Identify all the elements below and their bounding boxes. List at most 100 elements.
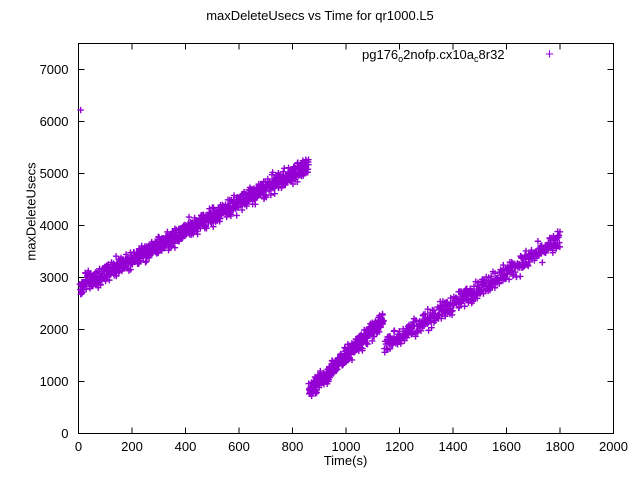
data-point bbox=[421, 310, 429, 318]
data-point bbox=[155, 249, 162, 257]
data-point bbox=[267, 191, 275, 199]
data-point bbox=[534, 238, 542, 245]
data-point bbox=[238, 206, 246, 214]
data-point bbox=[359, 345, 366, 352]
data-point bbox=[520, 263, 527, 271]
y-tick-label: 4000 bbox=[39, 217, 69, 233]
y-tick-label: 2000 bbox=[39, 321, 69, 337]
data-point bbox=[312, 390, 319, 397]
data-point bbox=[113, 272, 120, 279]
data-point bbox=[474, 295, 481, 302]
data-point bbox=[227, 211, 234, 218]
data-point bbox=[474, 279, 482, 286]
data-point bbox=[428, 324, 435, 331]
data-point bbox=[171, 244, 179, 251]
data-point bbox=[269, 169, 276, 176]
chart-title: maxDeleteUsecs vs Time for qr1000.L5 bbox=[206, 8, 434, 23]
data-point bbox=[528, 246, 535, 254]
x-tick-label: 1600 bbox=[492, 438, 521, 454]
x-tick-label: 600 bbox=[228, 438, 250, 454]
data-point bbox=[511, 268, 519, 276]
data-point bbox=[448, 308, 455, 315]
y-tick-label: 0 bbox=[61, 425, 69, 441]
data-point bbox=[556, 243, 564, 251]
x-tick-label: 1000 bbox=[331, 438, 361, 454]
data-point bbox=[210, 223, 217, 230]
data-point bbox=[449, 307, 456, 314]
data-point bbox=[491, 270, 499, 277]
x-tick-label: 200 bbox=[121, 438, 143, 454]
data-point bbox=[294, 178, 301, 185]
data-point bbox=[552, 245, 560, 252]
legend-marker-plus-icon: + bbox=[545, 46, 554, 63]
data-point bbox=[122, 251, 130, 258]
y-axis-label: maxDeleteUsecs bbox=[23, 162, 39, 261]
data-point bbox=[136, 258, 143, 266]
legend-series-label: pg176o2nofp.cx10ac8r32 bbox=[362, 47, 505, 64]
data-point bbox=[379, 310, 386, 318]
data-point bbox=[556, 228, 564, 236]
data-point bbox=[438, 315, 445, 322]
data-point bbox=[364, 340, 371, 348]
data-point bbox=[417, 327, 425, 334]
x-tick-label: 1200 bbox=[385, 438, 414, 454]
data-point-layer bbox=[76, 106, 564, 400]
x-tick-label: 0 bbox=[74, 438, 83, 454]
x-axis-label: Time(s) bbox=[323, 453, 368, 468]
data-point bbox=[233, 212, 240, 219]
data-point bbox=[522, 247, 530, 255]
data-point bbox=[243, 202, 250, 210]
data-point bbox=[315, 384, 323, 391]
data-point bbox=[106, 276, 113, 284]
data-point bbox=[455, 304, 463, 311]
data-point bbox=[83, 285, 90, 293]
y-tick-label: 5000 bbox=[39, 165, 69, 181]
y-tick-label: 6000 bbox=[39, 113, 69, 129]
data-point bbox=[102, 277, 109, 285]
data-point bbox=[487, 273, 495, 280]
data-point bbox=[549, 247, 557, 254]
data-point bbox=[203, 225, 210, 232]
tick-marks bbox=[78, 43, 614, 434]
x-tick-label: 1800 bbox=[545, 438, 575, 454]
data-point bbox=[271, 190, 278, 197]
y-tick-label: 7000 bbox=[39, 61, 69, 77]
data-point bbox=[334, 366, 341, 373]
x-tick-label: 400 bbox=[174, 438, 197, 454]
y-tick-label: 3000 bbox=[39, 269, 69, 285]
data-point bbox=[539, 259, 546, 266]
data-point bbox=[370, 333, 377, 340]
data-point bbox=[305, 156, 312, 163]
data-point bbox=[500, 261, 507, 269]
data-point bbox=[185, 213, 193, 221]
data-point bbox=[461, 303, 468, 310]
data-point bbox=[505, 276, 513, 283]
data-point bbox=[252, 201, 259, 208]
x-tick-label: 1400 bbox=[438, 438, 468, 454]
x-tick-label: 800 bbox=[281, 438, 304, 454]
data-point bbox=[525, 262, 532, 270]
data-point bbox=[210, 204, 217, 211]
data-point bbox=[180, 222, 187, 229]
data-point bbox=[194, 230, 201, 238]
data-point bbox=[517, 273, 524, 280]
data-point bbox=[369, 337, 376, 345]
data-point bbox=[424, 305, 431, 313]
data-point bbox=[77, 106, 84, 114]
data-point bbox=[127, 266, 134, 273]
data-point bbox=[496, 279, 503, 286]
data-point bbox=[263, 193, 270, 201]
data-point bbox=[317, 367, 324, 375]
y-tick-label: 1000 bbox=[39, 373, 69, 389]
data-point bbox=[386, 345, 394, 352]
data-point bbox=[380, 317, 387, 325]
x-tick-label: 2000 bbox=[599, 438, 628, 454]
data-point bbox=[412, 333, 419, 340]
data-point bbox=[502, 275, 510, 282]
data-point bbox=[348, 356, 356, 364]
data-point bbox=[555, 232, 563, 239]
data-point bbox=[234, 204, 242, 212]
legend: pg176o2nofp.cx10ac8r32 + bbox=[362, 46, 567, 64]
